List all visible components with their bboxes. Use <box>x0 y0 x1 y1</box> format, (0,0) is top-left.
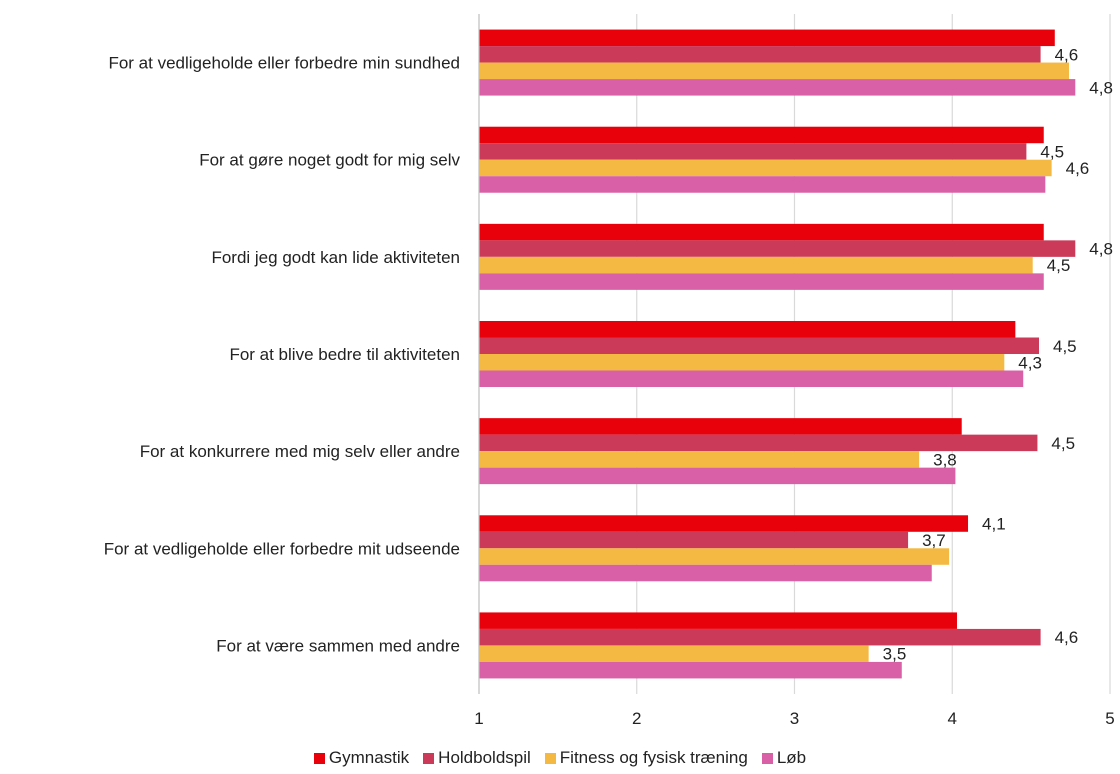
bar <box>479 434 1038 452</box>
category-label: For at vedligeholde eller forbedre mit u… <box>104 539 460 558</box>
legend-swatch <box>423 752 435 764</box>
legend-item: Holdboldspil <box>423 748 531 768</box>
bar-chart: 1 2 3 4 5 4,6 4,8 For at vedligeholde eller for… <box>104 14 1115 728</box>
bar <box>479 451 920 468</box>
data-label: 4,6 <box>1066 159 1090 178</box>
data-label: 4,5 <box>1040 142 1064 161</box>
data-label: 4,1 <box>982 515 1006 534</box>
bar <box>479 354 1005 371</box>
category-label: For at vedligeholde eller forbedre min s… <box>108 54 460 73</box>
bar <box>479 240 1076 257</box>
bar <box>479 645 869 662</box>
data-label: 3,5 <box>883 645 907 664</box>
legend-label: Løb <box>776 748 807 767</box>
data-label: 4,5 <box>1051 434 1075 453</box>
category-label: For at konkurrere med mig selv eller and… <box>140 442 460 461</box>
category-label: Fordi jeg godt kan lide aktiviteten <box>211 248 460 267</box>
legend-swatch <box>544 752 556 764</box>
bar <box>479 223 1044 241</box>
data-label: 3,8 <box>933 450 957 469</box>
legend-label: Holdboldspil <box>438 748 531 767</box>
legend-label: Fitness og fysisk træning <box>559 748 748 767</box>
bar <box>479 273 1044 290</box>
bar <box>479 531 909 549</box>
data-label: 4,6 <box>1055 45 1079 64</box>
data-label: 4,8 <box>1089 78 1113 97</box>
data-label: 4,6 <box>1055 628 1079 647</box>
x-tick-label: 2 <box>632 709 641 728</box>
legend-label: Gymnastik <box>328 748 410 767</box>
bar <box>479 176 1046 193</box>
data-label: 3,7 <box>922 531 946 550</box>
bar <box>479 661 902 679</box>
x-tick-label: 1 <box>474 709 483 728</box>
legend-item: Fitness og fysisk træning <box>544 748 748 768</box>
bar <box>479 467 956 485</box>
x-tick-label: 4 <box>948 709 957 728</box>
bar <box>479 126 1044 144</box>
bar <box>479 256 1033 274</box>
data-label: 4,5 <box>1053 337 1077 356</box>
category-label: For at være sammen med andre <box>216 636 460 655</box>
bar <box>479 337 1040 354</box>
bar <box>479 159 1052 177</box>
bar <box>479 143 1027 160</box>
legend-item: Gymnastik <box>313 748 410 768</box>
data-label: 4,3 <box>1018 353 1042 372</box>
bar <box>479 79 1076 96</box>
data-label: 4,5 <box>1047 256 1071 275</box>
legend-swatch <box>761 752 773 764</box>
chart-legend: Gymnastik Holdboldspil Fitness og fysisk t… <box>0 748 1120 768</box>
bar <box>479 370 1024 387</box>
category-label: For at blive bedre til aktiviteten <box>229 345 460 364</box>
bar <box>479 515 969 532</box>
bar <box>479 321 1016 338</box>
bar <box>479 612 957 629</box>
bar <box>479 46 1041 63</box>
category-label: For at gøre noget godt for mig selv <box>199 151 460 170</box>
bar <box>479 29 1055 47</box>
legend-swatch <box>313 752 325 764</box>
legend-item: Løb <box>761 748 807 768</box>
bar <box>479 418 962 435</box>
x-tick-label: 5 <box>1105 709 1114 728</box>
data-label: 4,8 <box>1089 240 1113 259</box>
bar <box>479 628 1041 646</box>
x-tick-label: 3 <box>790 709 799 728</box>
bar <box>479 548 950 565</box>
bar <box>479 62 1069 80</box>
bar <box>479 564 932 582</box>
